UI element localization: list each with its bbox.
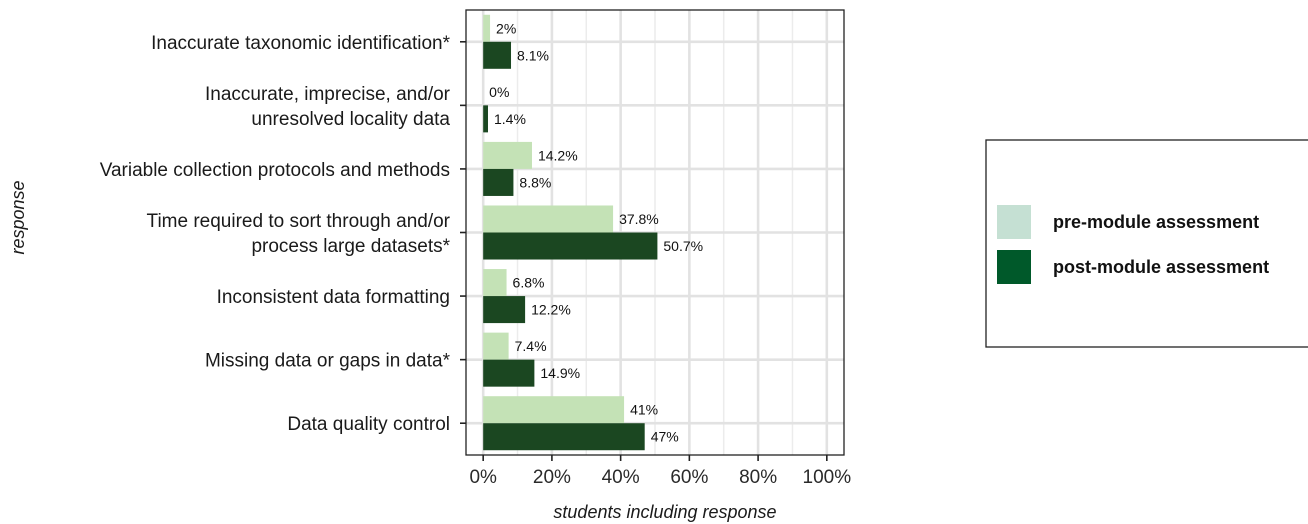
category-label-3: Time required to sort through and/or proc…	[147, 211, 451, 257]
legend: pre-module assessment post-module assess…	[985, 139, 1308, 348]
data-label-pre-module-assessment-2: 14.2%	[538, 147, 578, 163]
data-label-post-module-assessment-6: 47%	[651, 429, 679, 445]
bar-pre-module-assessment-0	[483, 14, 491, 42]
x-tick-label-5: 100%	[803, 467, 852, 488]
bar-post-module-assessment-4	[483, 296, 526, 324]
data-label-post-module-assessment-5: 14.9%	[540, 365, 580, 381]
bars	[483, 14, 658, 451]
bar-post-module-assessment-1	[483, 105, 488, 133]
bar-pre-module-assessment-5	[483, 332, 509, 360]
bar-pre-module-assessment-3	[483, 205, 614, 233]
data-label-post-module-assessment-4: 12.2%	[531, 302, 571, 318]
bar-post-module-assessment-0	[483, 41, 512, 69]
legend-label-pre-module: pre-module assessment	[1053, 212, 1259, 232]
legend-label-post-module: post-module assessment	[1053, 257, 1269, 277]
bar-pre-module-assessment-6	[483, 396, 625, 424]
x-tick-label-2: 40%	[602, 467, 640, 488]
data-label-pre-module-assessment-1: 0%	[489, 84, 509, 100]
category-label-2: Variable collection protocols and method…	[100, 160, 450, 181]
x-tick-label-3: 60%	[670, 467, 708, 488]
x-tick-label-0: 0%	[469, 467, 497, 488]
legend-swatch-pre-module	[997, 205, 1031, 239]
category-label-4: Inconsistent data formatting	[217, 287, 450, 308]
category-label-6: Data quality control	[287, 414, 450, 435]
bar-pre-module-assessment-4	[483, 269, 507, 297]
bar-post-module-assessment-3	[483, 232, 658, 260]
x-axis-title: students including response	[553, 502, 776, 522]
legend-swatch-post-module	[997, 250, 1031, 284]
data-label-post-module-assessment-3: 50.7%	[663, 238, 703, 254]
data-label-pre-module-assessment-5: 7.4%	[515, 338, 547, 354]
bar-post-module-assessment-2	[483, 168, 514, 196]
data-label-post-module-assessment-2: 8.8%	[519, 174, 551, 190]
data-label-pre-module-assessment-3: 37.8%	[619, 211, 659, 227]
data-label-pre-module-assessment-6: 41%	[630, 402, 658, 418]
x-tick-label-4: 80%	[739, 467, 777, 488]
data-label-pre-module-assessment-4: 6.8%	[513, 275, 545, 291]
data-label-pre-module-assessment-0: 2%	[496, 20, 516, 36]
bar-post-module-assessment-5	[483, 359, 535, 387]
category-label-0: Inaccurate taxonomic identification*	[151, 33, 450, 54]
data-label-post-module-assessment-0: 8.1%	[517, 47, 549, 63]
axes: Inaccurate taxonomic identification* Inac…	[100, 33, 852, 488]
bar-post-module-assessment-6	[483, 423, 645, 451]
bar-pre-module-assessment-2	[483, 141, 532, 169]
x-tick-label-1: 20%	[533, 467, 571, 488]
category-label-1: Inaccurate, imprecise, and/or unresolved …	[205, 84, 451, 130]
legend-box	[985, 139, 1308, 348]
category-label-5: Missing data or gaps in data*	[205, 351, 451, 372]
data-label-post-module-assessment-1: 1.4%	[494, 111, 526, 127]
data-labels: 2% 0% 14.2% 37.8% 6.8% 7.4% 41% 8.1% 1.4% 8.8% 50.…	[489, 20, 703, 444]
y-axis-title: response	[8, 180, 28, 254]
